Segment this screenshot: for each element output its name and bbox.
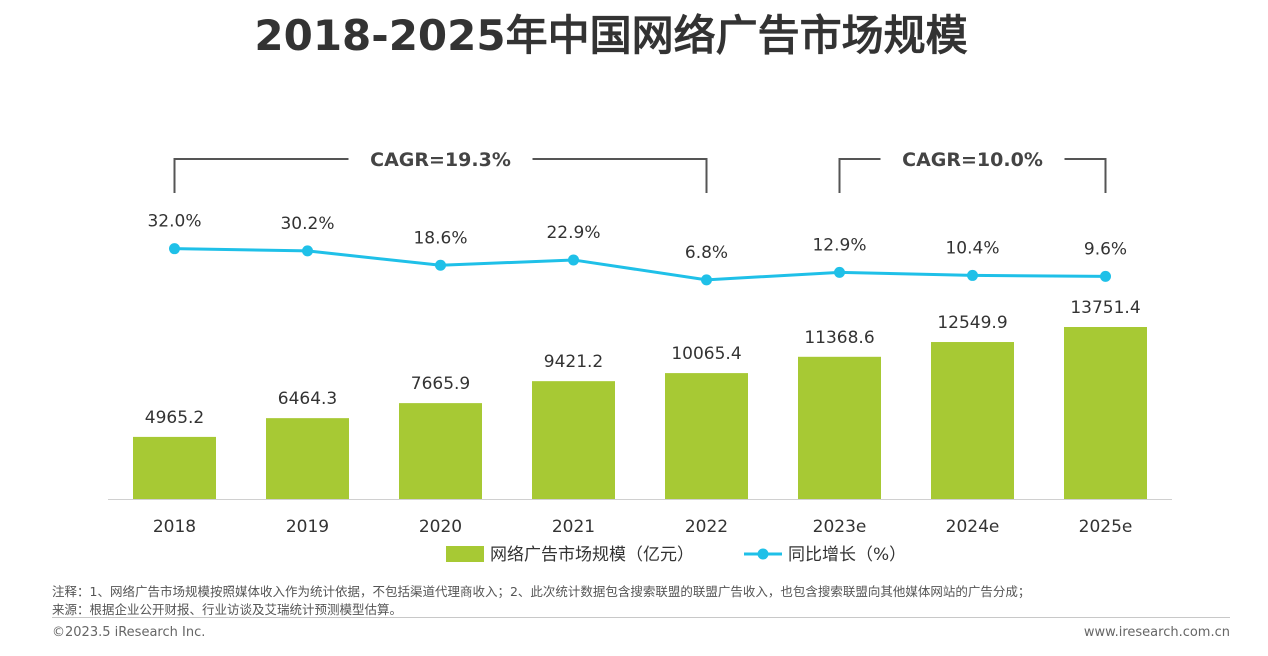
legend-swatch-bar [446,546,484,562]
growth-point [302,245,313,257]
x-tick-label: 2019 [286,517,329,537]
growth-point [169,243,180,255]
bar [133,436,216,499]
cagr-bracket [532,158,708,193]
x-tick-label: 2022 [685,517,728,537]
x-tick-label: 2023e [813,517,867,537]
cagr-bracket [173,158,349,193]
bar-value-label: 6464.3 [278,389,337,409]
growth-value-label: 30.2% [280,214,334,234]
growth-point [1100,270,1111,282]
bar [665,373,748,499]
x-tick-label: 2018 [153,517,196,537]
bar [532,381,615,499]
growth-point [568,254,579,266]
cagr-bracket [838,158,881,193]
x-tick-label: 2025e [1079,517,1133,537]
bar-value-label: 4965.2 [145,408,204,428]
growth-point [701,274,712,286]
growth-value-label: 32.0% [147,212,201,232]
copyright: ©2023.5 iResearch Inc. [52,625,206,640]
cagr-bracket [1064,158,1107,193]
legend-label-line: 同比增长（%） [788,545,906,565]
website-link[interactable]: www.iresearch.com.cn [1083,625,1230,640]
bar [266,418,349,499]
growth-point [834,266,845,278]
growth-line [174,247,1106,282]
growth-point [435,259,446,271]
growth-value-label: 22.9% [546,223,600,243]
footnote-source: 来源：根据企业公开财报、行业访谈及艾瑞统计预测模型估算。 [52,602,403,617]
x-tick-label: 2021 [552,517,595,537]
bar-value-label: 13751.4 [1070,298,1140,318]
growth-value-label: 10.4% [945,238,999,258]
legend-swatch-dot [757,548,769,560]
growth-value-label: 6.8% [685,243,728,263]
bar [399,403,482,499]
bar-value-label: 9421.2 [544,352,603,372]
bar [931,342,1014,499]
bar-value-label: 11368.6 [804,328,874,348]
growth-value-label: 9.6% [1084,239,1127,259]
chart-canvas: 4965.2 6464.3 7665.9 9421.2 10065.4 11368.6 12… [108,149,1172,565]
x-tick-label: 2024e [946,517,1000,537]
x-tick-label: 2020 [419,517,462,537]
footnote-note: 注释：1、网络广告市场规模按照媒体收入作为统计依据，不包括渠道代理商收入；2、此… [52,584,1031,599]
legend-label-bar: 网络广告市场规模（亿元） [490,545,694,565]
footer-divider [52,617,1230,618]
cagr-label: CAGR=10.0% [902,149,1043,171]
growth-value-label: 18.6% [413,228,467,248]
bar-value-label: 10065.4 [671,344,741,364]
bar [798,356,881,499]
growth-point [967,269,978,281]
bar-value-label: 12549.9 [937,313,1007,333]
cagr-label: CAGR=19.3% [370,149,511,171]
growth-value-label: 12.9% [812,235,866,255]
bar [1064,327,1147,499]
bar-value-label: 7665.9 [411,374,470,394]
chart-title: 2018-2025年中国网络广告市场规模 [254,11,968,60]
